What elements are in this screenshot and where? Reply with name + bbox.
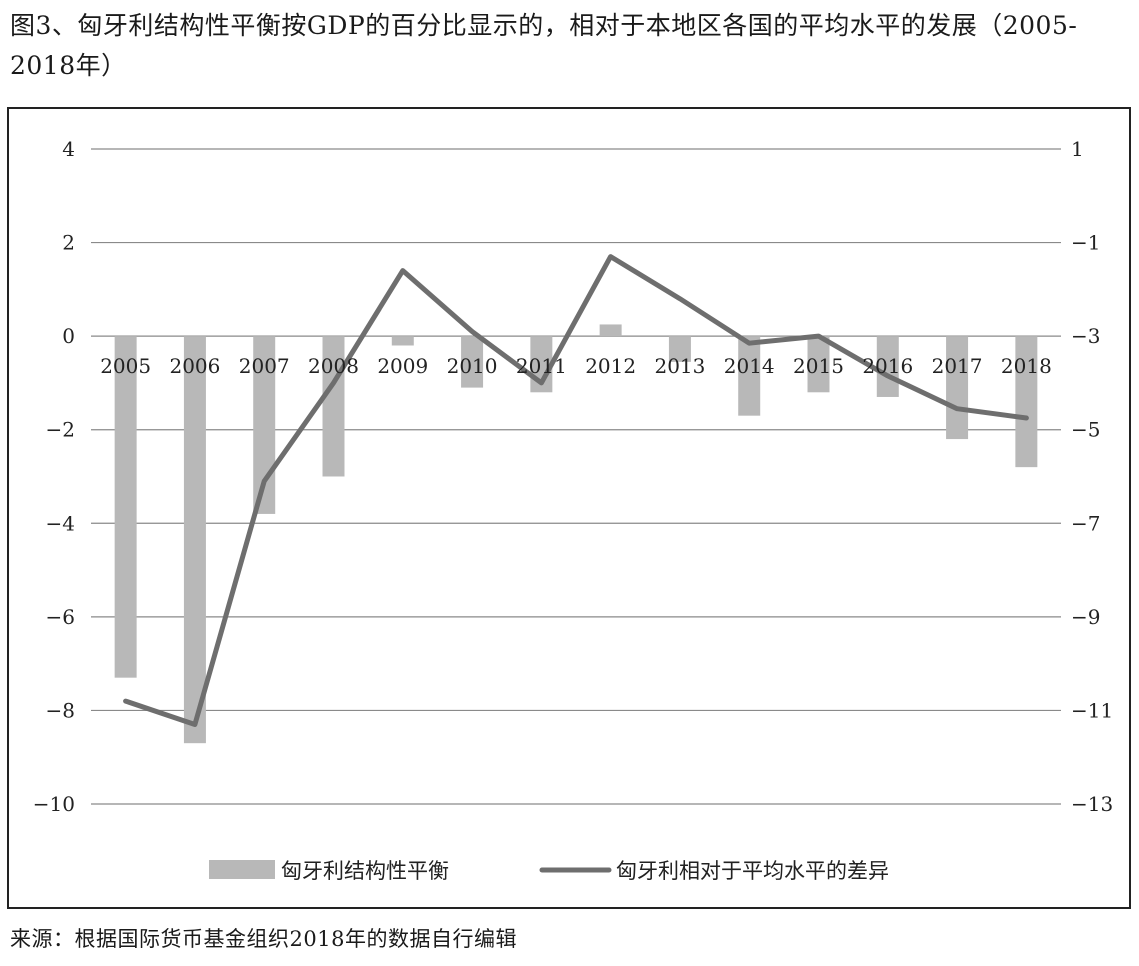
x-axis-label-2008: 2008	[308, 354, 359, 378]
right-axis-tick-label: −5	[1071, 418, 1100, 442]
x-axis-label-2018: 2018	[1001, 354, 1052, 378]
bar-2012	[599, 324, 622, 337]
x-axis-label-2013: 2013	[654, 354, 705, 378]
left-axis-tick-label: −8	[46, 698, 75, 722]
legend-bar-swatch	[209, 860, 275, 879]
left-axis-tick-label: 4	[62, 137, 75, 161]
bar-series	[114, 324, 1038, 744]
chart-frame: 2005 2006 2007 2008 2009 2010 2011 2012 2013 2014…	[7, 107, 1131, 909]
right-axis-tick-label: −3	[1071, 324, 1100, 348]
bar-2005	[114, 336, 137, 678]
x-axis-label-2006: 2006	[169, 354, 220, 378]
right-axis-tick-label: −9	[1071, 605, 1100, 629]
right-axis-tick-label: −11	[1071, 698, 1113, 722]
legend-bar-label: 匈牙利结构性平衡	[281, 859, 449, 883]
x-axis-label-2005: 2005	[100, 354, 151, 378]
legend-line-label: 匈牙利相对于平均水平的差异	[616, 859, 889, 883]
left-axis-tick-label: −6	[46, 605, 75, 629]
chart-title: 图3、匈牙利结构性平衡按GDP的百分比显示的，相对于本地区各国的平均水平的发展（…	[10, 11, 1078, 80]
chart-svg: 2005 2006 2007 2008 2009 2010 2011 2012 2013 2014…	[33, 137, 1113, 883]
right-axis-tick-label: −13	[1071, 792, 1113, 816]
bar-2016	[876, 336, 899, 397]
x-axis-label-2017: 2017	[932, 354, 983, 378]
right-axis-tick-label: 1	[1071, 137, 1084, 161]
x-axis-label-2012: 2012	[585, 354, 636, 378]
right-axis-tick-label: −7	[1071, 511, 1100, 535]
bar-2006	[183, 336, 206, 744]
left-axis-tick-label: −2	[46, 418, 75, 442]
left-axis-tick-label: −10	[33, 792, 75, 816]
bar-2017	[946, 336, 969, 440]
x-axis-label-2011: 2011	[516, 354, 567, 378]
legend: 匈牙利结构性平衡 匈牙利相对于平均水平的差异	[209, 859, 889, 883]
left-axis-tick-label: 0	[62, 324, 75, 348]
x-axis-labels: 2005 2006 2007 2008 2009 2010 2011 2012 2013 2014…	[100, 354, 1052, 378]
x-axis-label-2016: 2016	[862, 354, 913, 378]
bar-2014	[738, 336, 761, 416]
x-axis-label-2014: 2014	[724, 354, 775, 378]
line-difference	[123, 254, 1029, 727]
source-note: 来源：根据国际货币基金组织2018年的数据自行编辑	[10, 927, 517, 951]
right-axis-labels: 1 −1 −3 −5 −7 −9 −11 −13	[1071, 137, 1113, 816]
x-axis-label-2010: 2010	[447, 354, 498, 378]
gridlines	[91, 148, 1061, 805]
bar-2013	[668, 336, 691, 362]
bar-2015	[807, 336, 830, 393]
right-axis-tick-label: −1	[1071, 231, 1100, 255]
left-axis-tick-label: −4	[46, 511, 75, 535]
x-axis-label-2007: 2007	[239, 354, 290, 378]
left-axis-tick-label: 2	[62, 231, 75, 255]
bar-2010	[461, 336, 484, 388]
x-axis-label-2009: 2009	[377, 354, 428, 378]
bar-2009	[391, 336, 414, 346]
x-axis-label-2015: 2015	[793, 354, 844, 378]
line-series	[123, 254, 1029, 727]
bar-2018	[1015, 336, 1038, 468]
left-axis-labels: 4 2 0 −2 −4 −6 −8 −10	[33, 137, 75, 816]
